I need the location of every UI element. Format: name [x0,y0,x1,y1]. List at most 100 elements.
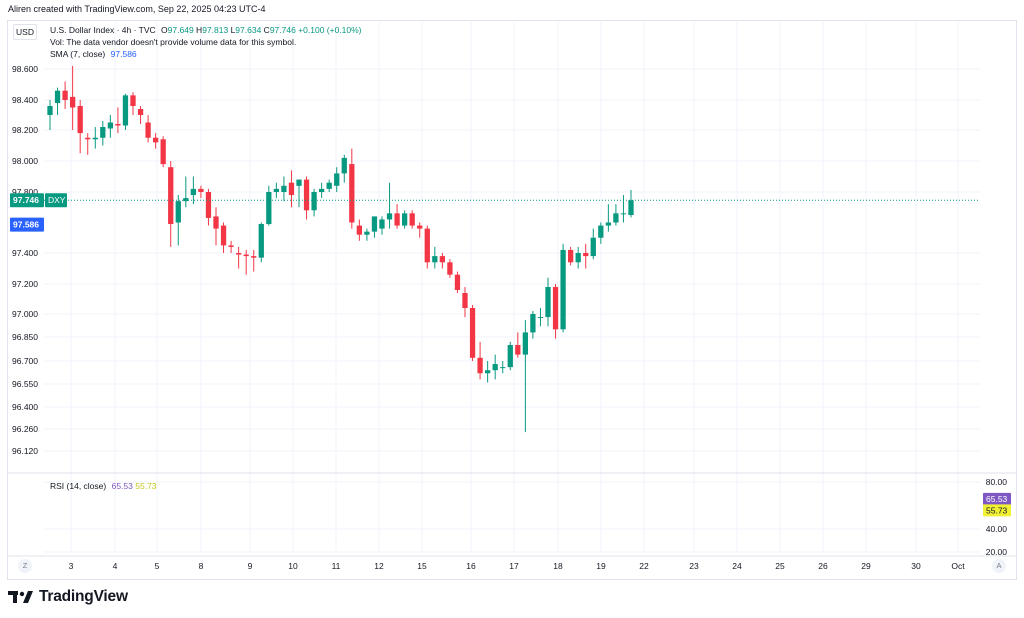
candle-body [160,139,166,165]
candle-body [462,293,468,308]
y-tick-label: 96.550 [12,379,38,389]
candle-body [590,237,596,257]
x-tick-label: 24 [732,561,742,571]
candle-body [251,256,257,258]
symbol-badge [45,193,67,208]
zoom-button[interactable]: Z [18,559,32,573]
candle-body [409,213,415,226]
rsi-ma-badge [983,504,1011,517]
candle-body [175,201,181,223]
candle-body [575,253,581,263]
y-tick-label: 96.700 [12,356,38,366]
candle-body [130,95,136,106]
candle-body [477,357,483,374]
low-label: L [230,25,236,35]
candle-body [605,222,612,226]
x-tick-label: 4 [113,561,118,571]
rsi-value: 65.53 [111,481,133,491]
sma-label: SMA (7, close) [50,49,106,59]
rsi-ma-badge-label: 55.73 [986,505,1008,515]
y-tick-label: 96.850 [12,332,38,342]
candle-body [334,173,340,186]
candle-body [439,256,446,263]
candle-body [152,137,159,143]
sma-badge [10,217,44,232]
x-tick-label: 3 [69,561,74,571]
rsi-legend: RSI (14, close) 65.53 55.73 [50,480,157,492]
candle-body [401,213,408,226]
auto-scale-button[interactable]: A [992,559,1006,573]
chart-frame [7,20,1017,580]
candle-body [168,167,174,225]
candle-body [492,364,498,371]
candle-body [469,308,476,358]
candle-body [100,127,106,138]
candle-body [507,345,513,368]
candle-body [318,188,325,192]
candle-body [281,185,287,192]
candle-body [311,192,317,211]
high-value: 97.813 [202,25,229,35]
rsi-ma-value: 55.73 [135,481,157,491]
candle-body [145,122,151,138]
candle-body [537,317,544,319]
candle-body [183,198,189,202]
last-price-badge [10,193,44,208]
last-price-value: 97.746 [13,195,39,205]
x-tick-label: 23 [689,561,699,571]
rsi-value-badge-label: 65.53 [986,494,1008,504]
candle-body [296,179,302,186]
candle-body [432,256,438,263]
high-label: H [196,25,203,35]
candle-body [447,262,453,275]
x-tick-label: 22 [639,561,649,571]
x-tick-label: 11 [332,561,341,571]
rsi-tick-label: 20.00 [986,547,1008,557]
candle-body [394,213,400,226]
price-legend: U.S. Dollar Index · 4h · TVC O97.649 H97… [50,24,362,36]
candle-body [620,213,627,215]
y-tick-label: 96.260 [12,424,38,434]
x-tick-label: 8 [199,561,204,571]
sma-value: 97.586 [110,49,137,59]
tradingview-logo-icon [8,589,34,605]
symbol-title: U.S. Dollar Index · 4h · TVC [50,25,156,35]
open-value: 97.649 [167,25,194,35]
candle-body [364,231,370,235]
candle-body [85,137,91,140]
candle-body [92,137,98,140]
candle-body [424,228,430,263]
sma-badge-value: 97.586 [13,220,39,230]
y-tick-label: 97.800 [12,187,38,197]
x-tick-label: 16 [466,561,476,571]
y-tick-label: 96.400 [12,402,38,412]
x-tick-label: 9 [248,561,253,571]
candle-body [379,219,385,229]
candle-body [228,245,234,247]
candle-body [613,213,619,223]
candle-body [213,216,219,229]
candle-body [243,254,249,257]
candle-body [288,182,295,196]
candle-body [220,225,227,246]
volume-legend: Vol: The data vendor doesn't provide vol… [50,36,296,48]
candle-body [560,249,566,330]
candle-body [545,287,551,318]
y-tick-label: 96.120 [12,446,38,456]
x-tick-label: Oct [951,561,965,571]
tradingview-brand: TradingView [8,586,128,608]
candle-body [371,216,378,232]
candle-body [205,192,212,218]
candle-body [107,122,114,129]
candle-body [77,106,83,134]
candle-body [115,124,121,126]
x-tick-label: 5 [155,561,160,571]
candle-body [47,106,53,115]
rsi-tick-label: 80.00 [986,477,1008,487]
currency-button[interactable]: USD [13,24,37,40]
candle-body [552,287,559,330]
candle-body [303,179,310,211]
candle-body [137,109,144,115]
candle-body [273,188,280,192]
